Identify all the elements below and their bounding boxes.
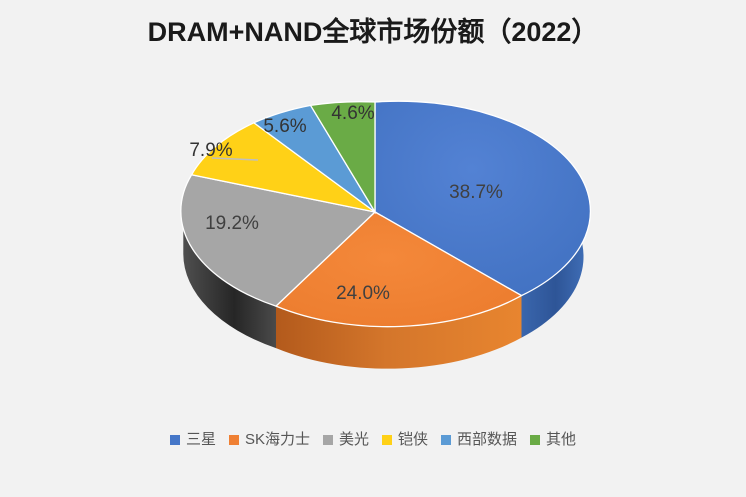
pie-slice-top-sk-hynix — [274, 211, 523, 328]
legend-label: 其他 — [546, 431, 577, 448]
slice-value-kioxia: 7.9% — [189, 140, 232, 161]
slice-value-micron: 19.2% — [205, 213, 259, 234]
legend-item-samsung[interactable]: 三星 — [169, 431, 216, 448]
legend-item-kioxia[interactable]: 铠侠 — [382, 432, 428, 447]
legend-item-others[interactable]: 其他 — [530, 432, 576, 447]
legend-swatch-icon — [441, 434, 452, 445]
pie-slice-top-others — [309, 101, 376, 215]
legend-swatch-icon — [322, 434, 333, 445]
legend-swatch-icon — [382, 434, 392, 445]
legend-swatch-icon — [228, 434, 239, 445]
legend-item-micron[interactable]: 美光 — [322, 431, 369, 448]
legend-label: 西部数据 — [457, 431, 518, 448]
pie-slice-side-micron — [183, 212, 276, 349]
pie-svg: 38.7% 24.0% 19.2% 7.9% 5.6% 4.6% — [180, 100, 592, 369]
legend-label: 三星 — [185, 431, 216, 448]
slice-value-western-digital: 5.6% — [263, 116, 306, 137]
legend-swatch-icon — [530, 434, 541, 445]
chart-title: DRAM+NAND全球市场份额（2022） — [147, 17, 599, 47]
leader-line-kioxia — [211, 157, 259, 161]
slice-value-samsung: 38.7% — [449, 182, 503, 203]
pie-slice-top-micron — [180, 174, 377, 307]
legend-label: SK海力士 — [244, 431, 310, 448]
chart-legend: 三星 SK海力士 美光 铠侠 西部数据 其他 — [0, 432, 746, 447]
legend-item-sk-hynix[interactable]: SK海力士 — [228, 431, 310, 448]
slice-value-sk-hynix: 24.0% — [336, 283, 390, 304]
slice-value-others: 4.6% — [331, 103, 374, 124]
pie-slice-side-sk-hynix — [276, 295, 522, 369]
legend-label: 美光 — [338, 431, 369, 448]
legend-label: 铠侠 — [398, 431, 429, 448]
legend-item-western-digital[interactable]: 西部数据 — [441, 432, 517, 447]
pie-plot-area: 38.7% 24.0% 19.2% 7.9% 5.6% 4.6% — [0, 60, 746, 400]
pie-slice-top-samsung — [374, 100, 592, 297]
pie-slice-top-kioxia — [190, 122, 376, 213]
legend-swatch-icon — [169, 434, 180, 445]
